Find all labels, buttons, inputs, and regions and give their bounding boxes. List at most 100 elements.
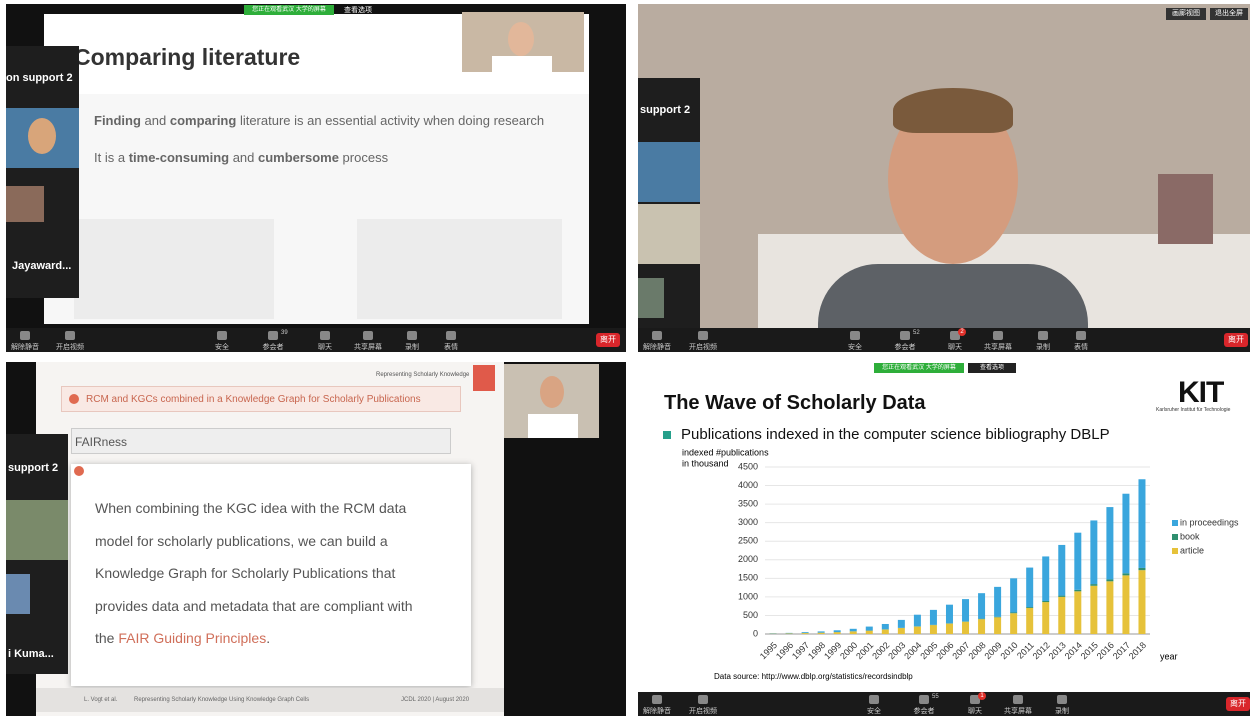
text: It is a — [94, 150, 129, 165]
toolbar-label[interactable]: 共享屏幕 — [984, 344, 1012, 351]
toolbar-label[interactable]: 解除静音 — [11, 344, 39, 351]
toolbar-label[interactable]: 开启视频 — [689, 708, 717, 715]
participant-name: i Kuma... — [8, 648, 54, 660]
view-button[interactable]: 退出全屏 — [1210, 8, 1248, 20]
leave-button[interactable]: 离开 — [596, 333, 620, 347]
toolbar-icon[interactable] — [1013, 695, 1023, 704]
toolbar: 解除静音 开启视频 安全 参会者 聊天 共享屏幕 录制 表情 39 离开 — [6, 328, 626, 352]
participant-name: on support 2 — [6, 72, 73, 84]
toolbar-label[interactable]: 开启视频 — [689, 344, 717, 351]
leave-button[interactable]: 离开 — [1226, 697, 1250, 711]
bar-segment — [785, 632, 793, 634]
toolbar-icon[interactable] — [65, 331, 75, 340]
bar-segment — [801, 632, 809, 633]
toolbar-label[interactable]: 解除静音 — [643, 344, 671, 351]
toolbar-icon[interactable] — [900, 331, 910, 340]
bar-segment — [1010, 613, 1018, 634]
bar-segment — [1106, 507, 1114, 580]
toolbar-label[interactable]: 录制 — [405, 344, 419, 351]
toolbar-icon[interactable] — [446, 331, 456, 340]
sharing-banner: 您正在观看武汉 大学的屏幕 — [874, 363, 964, 373]
bar-segment — [1010, 578, 1018, 613]
view-options[interactable]: 查看选项 — [344, 7, 372, 14]
toolbar-label[interactable]: 共享屏幕 — [1004, 708, 1032, 715]
toolbar-icon[interactable] — [869, 695, 879, 704]
y-tick-label: 3500 — [738, 498, 758, 508]
toolbar-icon[interactable] — [652, 331, 662, 340]
toolbar-icon[interactable] — [320, 331, 330, 340]
toolbar-label[interactable]: 安全 — [848, 344, 862, 351]
text-line: model for scholarly publications, we can… — [95, 532, 388, 549]
x-tick-label: 2014 — [1063, 640, 1084, 661]
toolbar-label[interactable]: 录制 — [1036, 344, 1050, 351]
toolbar-icon[interactable] — [993, 331, 1003, 340]
legend-swatch — [1172, 548, 1178, 554]
x-tick-label: 2008 — [966, 640, 987, 661]
bar-segment — [849, 631, 857, 634]
toolbar-label[interactable]: 参会者 — [913, 708, 935, 715]
toolbar-label[interactable]: 参会者 — [262, 344, 284, 351]
toolbar-label[interactable]: 表情 — [444, 344, 458, 351]
toolbar-icon[interactable] — [1057, 695, 1067, 704]
toolbar-label[interactable]: 聊天 — [948, 344, 962, 351]
bar-segment — [817, 631, 825, 633]
text-line: When combining the KGC idea with the RCM… — [95, 500, 407, 516]
x-tick-label: 1998 — [806, 640, 827, 661]
view-button[interactable]: 画廊视图 — [1166, 8, 1206, 20]
x-tick-label: 2010 — [999, 640, 1020, 661]
toolbar-label[interactable]: 共享屏幕 — [354, 344, 382, 351]
toolbar-icon[interactable] — [217, 331, 227, 340]
toolbar-label[interactable]: 解除静音 — [643, 708, 671, 715]
participant-name: support 2 — [8, 462, 59, 474]
y-axis-label: in thousand — [682, 458, 729, 468]
x-tick-label: 2003 — [886, 640, 907, 661]
toolbar-label[interactable]: 聊天 — [318, 344, 332, 351]
text-line: Knowledge Graph for Scholarly Publicatio… — [95, 565, 396, 581]
view-options[interactable]: 查看选项 — [968, 363, 1016, 373]
chat-badge: 1 — [978, 692, 986, 700]
logo-subtitle: Karlsruher Institut für Technologie — [1156, 407, 1231, 413]
bullet-dot — [74, 466, 84, 476]
slide-footer: L. Vogt et al. Representing Scholarly Kn… — [36, 688, 504, 712]
toolbar-icon[interactable] — [698, 331, 708, 340]
toolbar-icon[interactable] — [950, 331, 960, 340]
toolbar-icon[interactable] — [850, 331, 860, 340]
toolbar-icon[interactable] — [1038, 331, 1048, 340]
toolbar-icon[interactable] — [268, 331, 278, 340]
toolbar-icon[interactable] — [652, 695, 662, 704]
toolbar-icon[interactable] — [919, 695, 929, 704]
toolbar-label[interactable]: 表情 — [1074, 344, 1088, 351]
x-axis-label: year — [1160, 651, 1178, 661]
page-badge — [473, 365, 495, 391]
toolbar: 解除静音 开启视频 安全 参会者 聊天 共享屏幕 录制 55 1 离开 — [638, 692, 1250, 716]
bar-segment — [865, 630, 873, 634]
toolbar-icon[interactable] — [1076, 331, 1086, 340]
panel: 您正在观看武汉 大学的屏幕 查看选项 The Wave of Scholarly… — [638, 362, 1250, 716]
x-tick-label: 2015 — [1079, 640, 1100, 661]
toolbar-icon[interactable] — [20, 331, 30, 340]
toolbar-label[interactable]: 开启视频 — [56, 344, 84, 351]
x-tick-label: 2007 — [950, 640, 971, 661]
participant-count: 55 — [932, 694, 939, 700]
toolbar-label[interactable]: 聊天 — [968, 708, 982, 715]
bar-segment — [1106, 579, 1114, 582]
toolbar-icon[interactable] — [363, 331, 373, 340]
toolbar-label[interactable]: 录制 — [1055, 708, 1069, 715]
toolbar-icon[interactable] — [970, 695, 980, 704]
x-tick-label: 2001 — [854, 640, 875, 661]
toolbar-label[interactable]: 安全 — [215, 344, 229, 351]
toolbar-icon[interactable] — [698, 695, 708, 704]
toolbar-label[interactable]: 参会者 — [894, 344, 916, 351]
bar-segment — [785, 633, 793, 634]
bar-segment — [1042, 602, 1050, 634]
leave-button[interactable]: 离开 — [1224, 333, 1248, 347]
slide-text: It is a time-consuming and cumbersome pr… — [94, 150, 388, 165]
webcam-video — [462, 12, 584, 72]
text: and — [229, 150, 259, 165]
link-text: FAIR Guiding Principles — [118, 630, 267, 646]
bar-segment — [994, 617, 1002, 634]
toolbar-label[interactable]: 安全 — [867, 708, 881, 715]
toolbar-icon[interactable] — [407, 331, 417, 340]
